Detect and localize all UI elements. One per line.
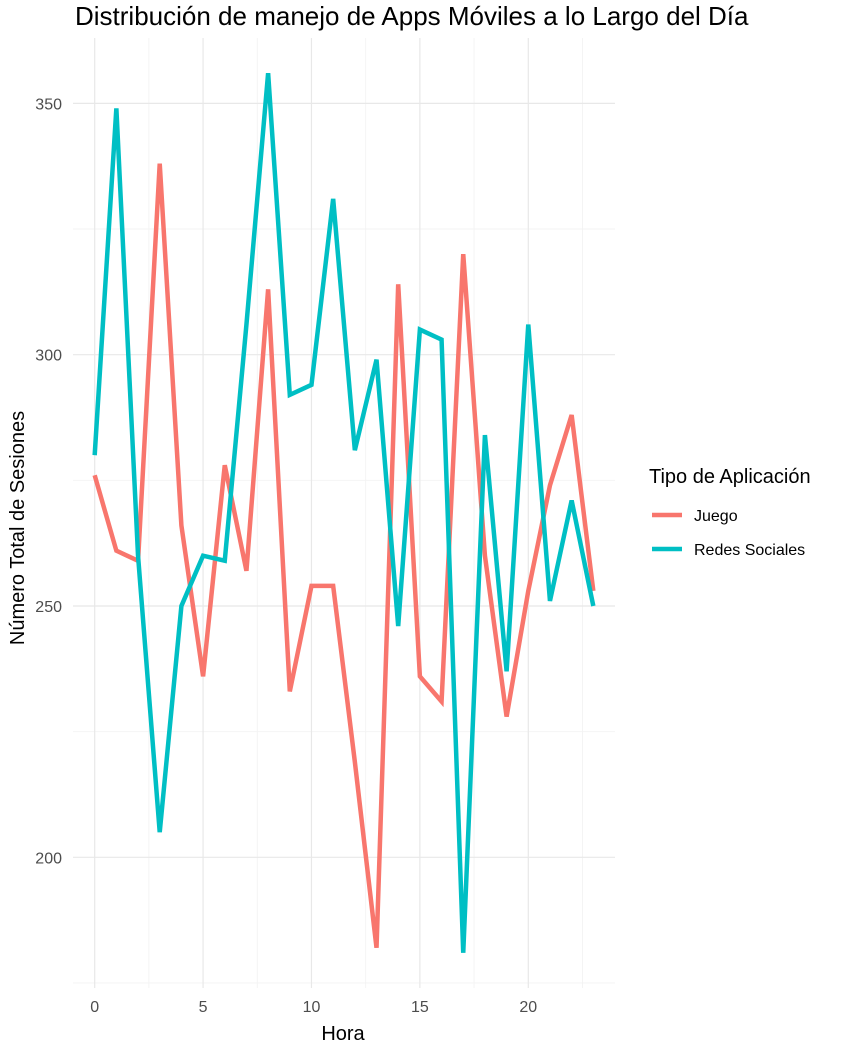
y-tick-labels: 200 250 300 350 [35,96,62,867]
x-tick-label: 20 [519,999,537,1016]
y-axis-title: Número Total de Sesiones [7,411,29,645]
y-tick-label: 250 [35,599,62,616]
series-line-2 [92,72,596,953]
grid-minor [73,38,615,988]
series-layer [92,72,596,953]
series-line-1 [92,163,596,949]
x-axis-title: Hora [321,1023,365,1045]
y-tick-label: 350 [35,96,62,113]
legend-label-1: Juego [694,508,738,525]
y-tick-label: 200 [35,850,62,867]
legend-label-2: Redes Sociales [694,542,805,559]
grid-major [73,38,615,988]
legend-title: Tipo de Aplicación [649,466,811,488]
chart-title: Distribución de manejo de Apps Móviles a… [75,1,749,31]
x-tick-labels: 0 5 10 15 20 [90,999,537,1016]
x-tick-label: 0 [90,999,99,1016]
x-tick-label: 15 [411,999,429,1016]
legend: Tipo de Aplicación Juego Redes Sociales [649,466,811,559]
x-tick-label: 5 [199,999,208,1016]
x-tick-label: 10 [303,999,321,1016]
y-tick-label: 300 [35,348,62,365]
